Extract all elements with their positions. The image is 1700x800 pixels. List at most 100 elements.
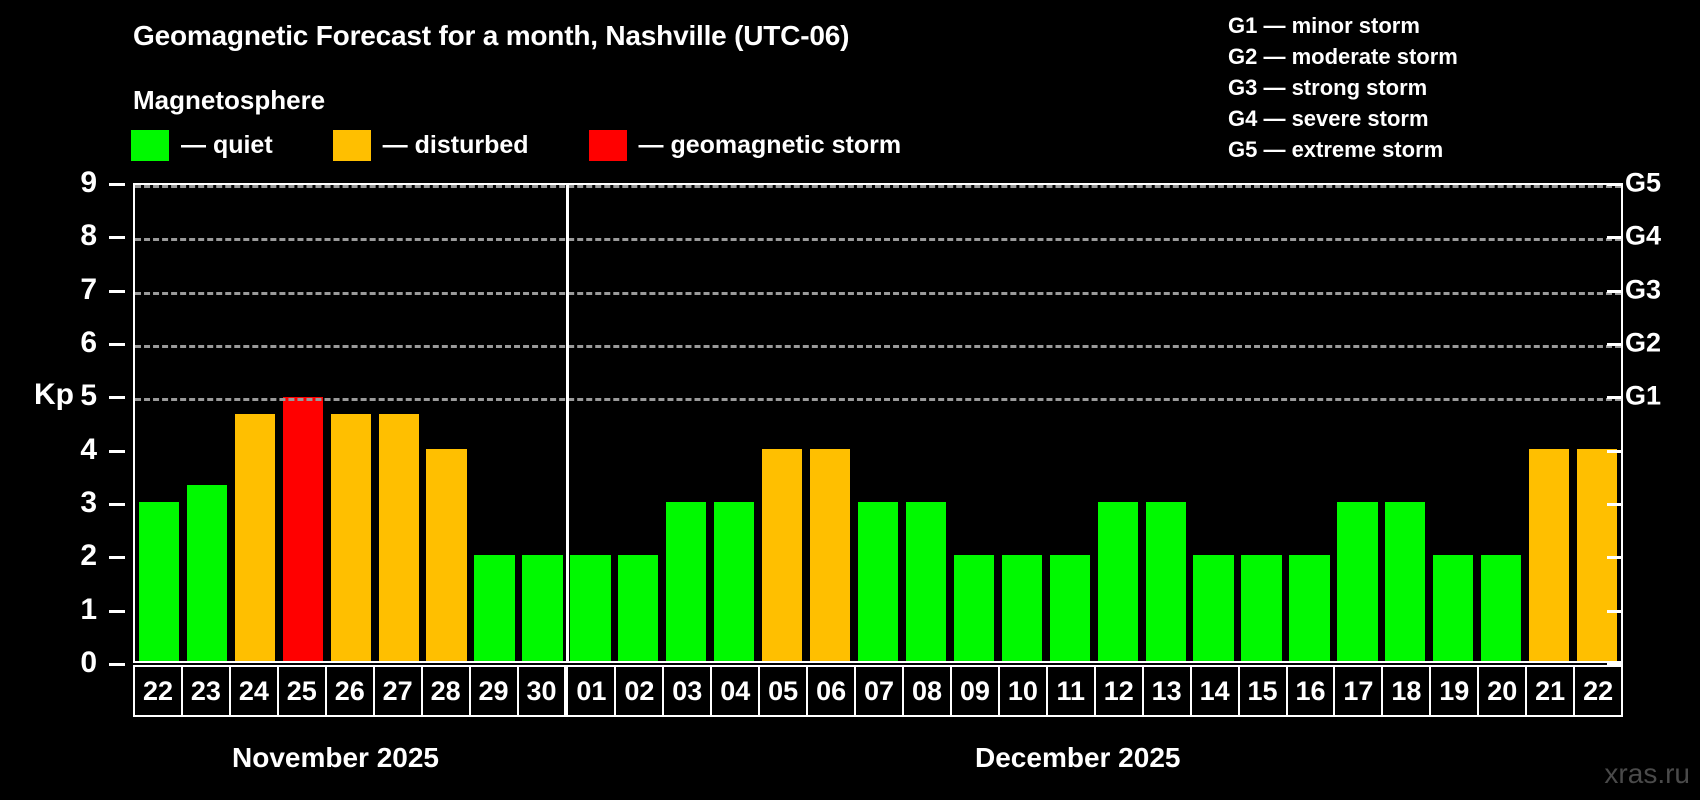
bar-cell [471,185,519,661]
bar-quiet-03 [666,502,707,661]
magnetosphere-legend: — quiet — disturbed — geomagnetic storm [131,130,961,161]
gridline-kp-6 [135,345,1621,348]
bar-quiet-30 [522,555,563,661]
magnetosphere-label: Magnetosphere [133,85,326,115]
y-axis-title: Kp [34,378,74,411]
bar-cell [1429,185,1477,661]
date-label-14: 06 [808,667,857,715]
date-label-26: 18 [1383,667,1432,715]
page-title: Geomagnetic Forecast for a month, Nashvi… [133,20,850,51]
date-label-21: 13 [1144,667,1192,715]
g-axis-tick-mark-0 [1607,663,1623,666]
y-tick-mark-3 [109,503,125,506]
y-tick-mark-7 [109,289,125,293]
date-label-0: 22 [135,667,183,715]
bar-quiet-23 [186,484,228,661]
bar-quiet-20 [1481,555,1522,661]
gridline-kp-5 [135,398,1621,402]
bar-cell [806,185,854,661]
date-label-29: 21 [1527,667,1576,715]
legend-item-storm: — geomagnetic storm [588,130,902,161]
g-axis-tick-mark-2 [1607,556,1623,560]
bar-quiet-08 [905,502,947,661]
bar-cell [1573,185,1621,661]
date-label-9: 01 [568,667,617,715]
y-tick-mark-4 [109,449,125,453]
date-label-19: 11 [1048,667,1096,715]
g-axis-tick-mark-3 [1607,503,1623,506]
date-label-17: 09 [952,667,1000,715]
bar-quiet-10 [1001,555,1042,661]
bar-disturbed-28 [426,449,467,661]
bar-cell [1381,185,1429,661]
bar-quiet-07 [857,502,899,661]
y-tick-label-6: 6 [80,326,97,359]
y-tick-mark-8 [109,236,125,240]
date-label-10: 02 [616,667,665,715]
date-label-18: 10 [1000,667,1048,715]
bar-cell [1333,185,1381,661]
bar-quiet-09 [953,555,995,661]
date-label-13: 05 [760,667,809,715]
bar-disturbed-24 [234,414,275,661]
bar-quiet-16 [1289,555,1330,661]
bar-disturbed-27 [378,414,419,661]
bar-cell [1094,185,1142,661]
bar-cell [1190,185,1238,661]
y-tick-label-9: 9 [80,166,97,199]
legend-swatch-quiet [131,130,169,161]
g-scale-line-1: G1 — minor storm [1228,13,1420,38]
bar-cell [854,185,902,661]
bar-cell [614,185,662,661]
y-tick-mark-1 [109,609,125,613]
plot-area [133,183,1623,663]
date-label-3: 25 [279,667,327,715]
bar-cell [183,185,231,661]
gridline-kp-8 [135,238,1621,242]
y-tick-label-7: 7 [80,272,97,306]
bar-cell [1525,185,1573,661]
date-label-15: 07 [856,667,904,715]
date-label-30: 22 [1583,675,1614,706]
bar-quiet-04 [714,502,755,661]
date-label-23: 15 [1240,667,1288,715]
date-label-1: 23 [183,667,231,715]
bar-cell [327,185,375,661]
g-axis-label-G3: G3 [1625,274,1662,305]
y-tick-label-5: 5 [80,379,97,413]
bar-cell [279,185,327,661]
bar-cell [519,185,567,661]
g-scale-line-3: G3 — strong storm [1228,75,1428,100]
bar-quiet-29 [474,555,515,661]
bar-quiet-13 [1145,502,1186,661]
bar-cell [1286,185,1334,661]
bar-cell [1046,185,1094,661]
date-axis: 22 23 24 25 26 27 28 29 30 01 02 03 04 05 06 07 08 09 10 11… [133,665,1623,717]
date-label-25: 17 [1335,667,1384,715]
g-scale-line-5: G5 — extreme storm [1228,137,1444,162]
date-label-5: 27 [375,667,423,715]
bar-cell [1477,185,1525,661]
date-label-11: 03 [664,667,713,715]
bar-cell [423,185,471,661]
bar-quiet-02 [618,555,659,661]
bar-disturbed-26 [330,414,371,661]
date-label-27: 19 [1431,667,1480,715]
g-axis-tick-mark-5 [1607,396,1623,400]
y-tick-mark-6 [109,343,125,346]
g-scale-line-2: G2 — moderate storm [1228,44,1458,69]
g-scale-legend: G1 — minor storm G2 — moderate storm G3 — … [1228,10,1458,165]
legend-swatch-storm [588,130,627,161]
bar-cell [950,185,998,661]
bar-quiet-17 [1337,502,1378,661]
legend-label-storm: — geomagnetic storm [638,131,902,159]
month-label-first: November 2025 [232,742,440,773]
g-scale-line-4: G4 — severe storm [1228,106,1429,131]
bar-quiet-12 [1097,502,1138,661]
date-label-24: 16 [1288,667,1336,715]
bar-quiet-01 [570,555,611,661]
y-tick-mark-9 [109,183,125,186]
date-label-22: 14 [1192,667,1240,715]
g-scale-axis: G1 G2 G3 G4 G5 [1607,168,1700,666]
legend-item-disturbed: — disturbed [332,130,529,161]
